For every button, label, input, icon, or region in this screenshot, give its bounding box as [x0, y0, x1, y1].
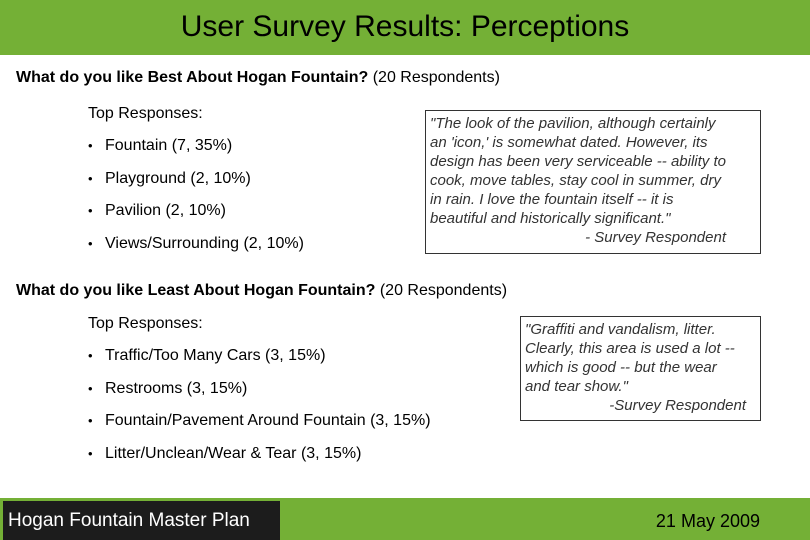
list-item: • Playground (2, 10%): [88, 169, 304, 202]
quote-line: and tear show.": [525, 378, 628, 395]
list-item: • Fountain/Pavement Around Fountain (3, 1…: [88, 411, 431, 444]
footer-date: 21 May 2009: [655, 511, 760, 531]
list-item: • Litter/Unclean/Wear & Tear (3, 15%): [88, 444, 431, 477]
list-item: • Views/Surrounding (2, 10%): [88, 234, 304, 267]
list-item: • Pavilion (2, 10%): [88, 201, 304, 234]
quote-box-best: "The look of the pavilion, although cert…: [425, 110, 761, 254]
best-responses-list: • Fountain (7, 35%) • Playground (2, 10%) …: [88, 136, 304, 266]
list-item-text: Litter/Unclean/Wear & Tear (3, 15%): [105, 444, 362, 462]
title-bar: User Survey Results: Perceptions: [0, 0, 810, 55]
quote-line: "Graffiti and vandalism, litter.: [525, 321, 716, 338]
question-least-text: What do you like Least About Hogan Fount…: [16, 282, 376, 299]
question-best: What do you like Best About Hogan Founta…: [16, 69, 500, 87]
bullet-icon: •: [88, 138, 93, 153]
quote-line: design has been very serviceable -- abil…: [430, 153, 726, 170]
quote-line: cook, move tables, stay cool in summer, …: [430, 172, 721, 189]
list-item-text: Pavilion (2, 10%): [105, 202, 226, 219]
page-title: User Survey Results: Perceptions: [180, 9, 630, 43]
list-item-text: Restrooms (3, 15%): [105, 379, 248, 397]
list-item: • Restrooms (3, 15%): [88, 379, 431, 412]
list-item: • Fountain (7, 35%): [88, 136, 304, 169]
bullet-icon: •: [88, 348, 93, 363]
quote-line: in rain. I love the fountain itself -- i…: [430, 191, 674, 208]
list-item-text: Fountain/Pavement Around Fountain (3, 15…: [105, 412, 431, 429]
list-item-text: Playground (2, 10%): [105, 169, 251, 187]
bullet-icon: •: [88, 445, 93, 461]
bullet-icon: •: [88, 203, 93, 218]
quote-line: beautiful and historically significant.": [430, 210, 671, 227]
question-least: What do you like Least About Hogan Fount…: [16, 282, 507, 300]
quote-line: an 'icon,' is somewhat dated. However, i…: [430, 134, 708, 151]
quote-box-least: "Graffiti and vandalism, litter. Clearly…: [520, 316, 761, 421]
bullet-icon: •: [88, 235, 93, 251]
question-best-text: What do you like Best About Hogan Founta…: [16, 69, 369, 86]
footer-bar: Hogan Fountain Master Plan 21 May 2009: [0, 498, 810, 540]
quote-line: which is good -- but the wear: [525, 359, 717, 376]
quote-line: Clearly, this area is used a lot --: [525, 340, 735, 357]
bullet-icon: •: [88, 413, 93, 428]
bullet-icon: •: [88, 380, 93, 396]
list-item-text: Views/Surrounding (2, 10%): [105, 234, 304, 252]
list-item-text: Fountain (7, 35%): [105, 137, 233, 154]
quote-attribution: - Survey Respondent: [585, 229, 726, 246]
footer-project-label: Hogan Fountain Master Plan: [3, 501, 280, 540]
question-best-count: (20 Respondents): [368, 69, 500, 86]
top-responses-least-label: Top Responses:: [88, 315, 203, 332]
quote-attribution: -Survey Respondent: [609, 397, 746, 414]
top-responses-best-label: Top Responses:: [88, 105, 203, 122]
list-item-text: Traffic/Too Many Cars (3, 15%): [105, 347, 326, 364]
bullet-icon: •: [88, 170, 93, 186]
quote-line: "The look of the pavilion, although cert…: [430, 115, 716, 132]
question-least-count: (20 Respondents): [375, 282, 508, 299]
least-responses-list: • Traffic/Too Many Cars (3, 15%) • Restroo…: [88, 346, 431, 476]
list-item: • Traffic/Too Many Cars (3, 15%): [88, 346, 431, 379]
